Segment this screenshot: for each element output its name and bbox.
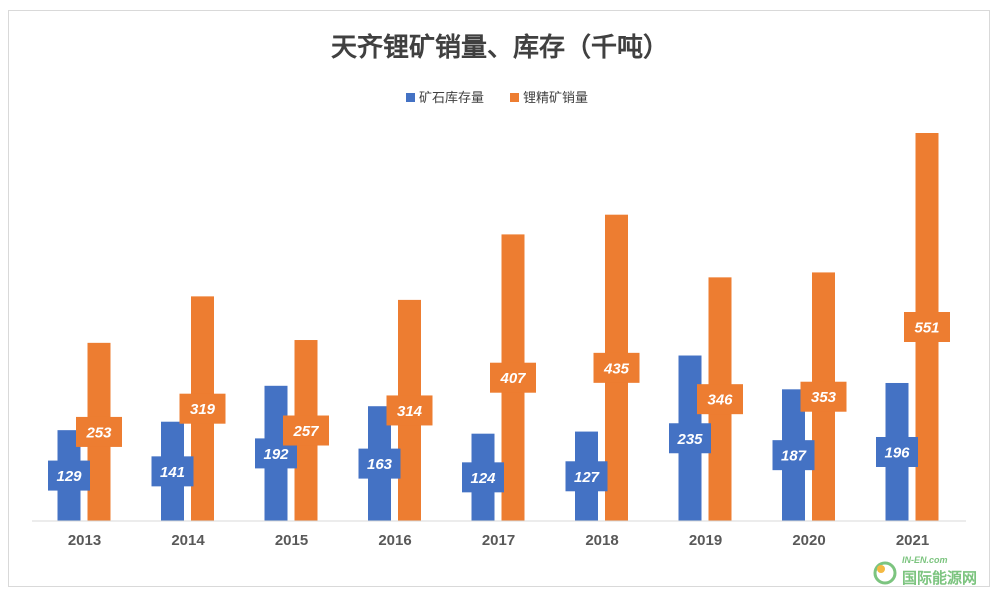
data-label-box-concentrate-sales-2021 (904, 312, 950, 342)
x-tick-label: 2013 (68, 532, 101, 549)
data-label-ore-inventory-2013: 129 (56, 468, 82, 485)
data-label-box-ore-inventory-2016 (358, 448, 401, 479)
x-tick-label: 2017 (482, 532, 515, 549)
data-label-box-concentrate-sales-2019 (697, 384, 743, 415)
data-label-concentrate-sales-2013: 253 (85, 424, 112, 441)
data-label-box-concentrate-sales-2014 (179, 393, 226, 424)
watermark-domain: IN-EN.com (902, 555, 948, 565)
x-tick-label: 2020 (792, 532, 825, 549)
chart-title: 天齐锂矿销量、库存（千吨） (331, 32, 669, 63)
data-label-box-concentrate-sales-2015 (283, 415, 329, 446)
data-label-box-concentrate-sales-2016 (386, 395, 433, 426)
data-label-concentrate-sales-2019: 346 (707, 392, 733, 409)
data-label-box-ore-inventory-2021 (876, 436, 918, 467)
data-label-box-concentrate-sales-2017 (490, 362, 536, 393)
watermark-logo: IN-EN.com 国际能源网 (873, 555, 977, 587)
data-label-concentrate-sales-2020: 353 (811, 389, 837, 406)
data-label-ore-inventory-2016: 163 (367, 456, 393, 473)
legend-swatch-concentrate-sales (510, 93, 519, 102)
data-label-ore-inventory-2014: 141 (160, 464, 185, 481)
data-label-box-ore-inventory-2018 (565, 461, 608, 492)
data-label-box-ore-inventory-2013 (48, 460, 90, 491)
x-tick-label: 2015 (275, 532, 308, 549)
data-label-concentrate-sales-2018: 435 (603, 360, 630, 377)
watermark-brand: 国际能源网 (902, 569, 977, 587)
data-label-concentrate-sales-2014: 319 (190, 401, 216, 418)
x-tick-label: 2021 (896, 532, 929, 549)
data-label-box-ore-inventory-2017 (462, 462, 504, 493)
data-label-ore-inventory-2018: 127 (574, 469, 600, 486)
data-label-box-ore-inventory-2020 (772, 440, 815, 471)
data-label-ore-inventory-2020: 187 (781, 448, 807, 465)
data-label-box-concentrate-sales-2020 (800, 381, 847, 412)
legend-label-concentrate-sales: 锂精矿销量 (523, 91, 588, 106)
data-label-box-ore-inventory-2019 (669, 423, 711, 454)
legend-swatch-ore-inventory (406, 93, 415, 102)
x-axis-tick-labels: 2013 2014 2015 2016 2017 2018 2019 2020 2021 (68, 532, 929, 549)
data-label-concentrate-sales-2016: 314 (397, 403, 423, 420)
legend: 矿石库存量 锂精矿销量 (406, 90, 588, 106)
data-label-ore-inventory-2019: 235 (676, 431, 703, 448)
data-label-ore-inventory-2021: 196 (884, 444, 910, 461)
data-label-concentrate-sales-2017: 407 (499, 370, 526, 387)
data-label-ore-inventory-2017: 124 (470, 470, 496, 487)
x-tick-label: 2019 (689, 532, 722, 549)
watermark-leaf-icon (873, 561, 897, 585)
data-label-box-ore-inventory-2014 (151, 456, 194, 487)
data-label-box-concentrate-sales-2018 (593, 352, 640, 383)
data-label-concentrate-sales-2021: 551 (914, 320, 939, 337)
x-tick-label: 2014 (171, 532, 205, 549)
chart-frame (8, 10, 990, 587)
data-label-concentrate-sales-2015: 257 (292, 423, 319, 440)
legend-label-ore-inventory: 矿石库存量 (419, 90, 484, 106)
data-label-box-concentrate-sales-2013 (76, 416, 122, 447)
watermark-sun-icon (877, 565, 885, 573)
data-label-ore-inventory-2015: 192 (263, 446, 289, 463)
x-tick-label: 2018 (585, 532, 618, 549)
x-tick-label: 2016 (378, 532, 411, 549)
bars-layer (57, 133, 939, 521)
